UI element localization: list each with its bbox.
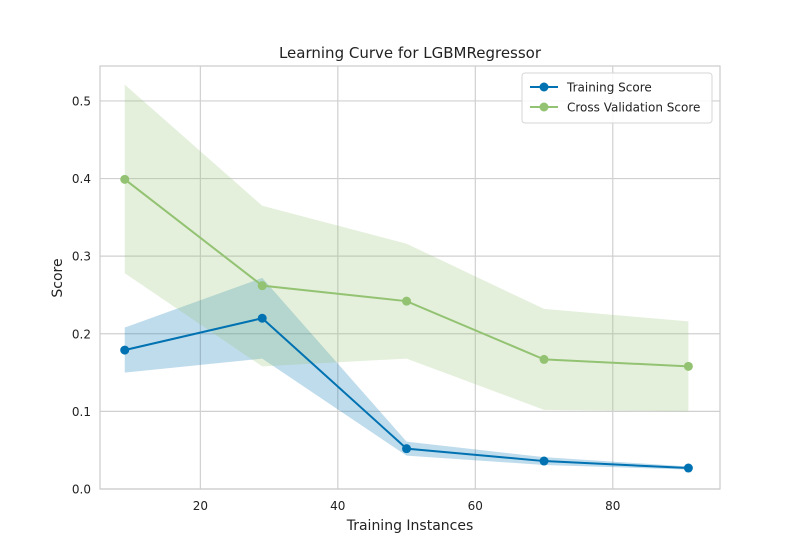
legend-swatch-marker: [539, 82, 549, 92]
y-axis-label: Score: [50, 258, 66, 297]
legend-swatch-marker: [539, 102, 549, 112]
point-series-1: [402, 444, 412, 454]
band-series-1: [124, 277, 689, 470]
y-tick-label: 0.1: [72, 405, 91, 419]
plot-frame: [99, 65, 721, 490]
legend-label: Training Score: [566, 81, 652, 95]
point-series-2: [257, 281, 267, 291]
y-tick-label: 0.3: [72, 250, 91, 264]
legend: Training Score Cross Validation Score: [521, 72, 713, 124]
point-series-1: [539, 456, 549, 466]
x-tick-label: 80: [605, 499, 620, 513]
x-tick-label: 40: [330, 499, 345, 513]
y-tick-label: 0.5: [72, 94, 91, 108]
point-series-2: [120, 174, 130, 184]
point-series-2: [683, 361, 693, 371]
x-tick-label: 60: [468, 499, 483, 513]
series-points: [120, 174, 693, 473]
plot-area: [100, 66, 720, 489]
band-series-2: [124, 84, 689, 412]
point-series-2: [402, 296, 412, 306]
y-tick-label: 0.4: [72, 172, 91, 186]
x-axis-label: Training Instances: [346, 518, 474, 534]
tick-labels: 20 40 60 80 0.0 0.1 0.2 0.3 0.4 0.5: [72, 94, 621, 513]
point-series-2: [539, 354, 549, 364]
point-series-1: [257, 313, 267, 323]
x-tick-label: 20: [193, 499, 208, 513]
point-series-1: [120, 345, 130, 355]
legend-label: Cross Validation Score: [567, 101, 700, 115]
confidence-bands: [124, 84, 689, 470]
point-series-1: [683, 463, 693, 473]
chart-title: Learning Curve for LGBMRegressor: [279, 44, 542, 62]
y-tick-label: 0.2: [72, 327, 91, 341]
legend-box: [521, 72, 713, 124]
y-tick-label: 0.0: [72, 483, 91, 497]
